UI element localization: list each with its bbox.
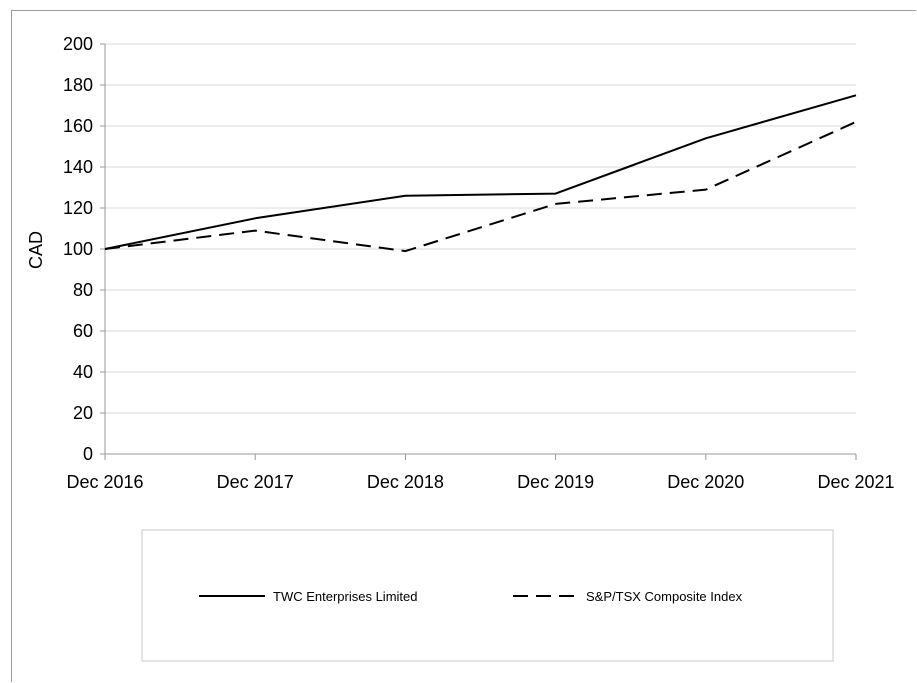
x-tick-label: Dec 2017 xyxy=(217,472,294,492)
y-tick-label: 60 xyxy=(73,321,93,341)
series-line-1 xyxy=(104,120,857,253)
legend: TWC Enterprises Limited S&P/TSX Composite… xyxy=(199,589,743,604)
x-tick-label: Dec 2019 xyxy=(517,472,594,492)
y-tick-label: 0 xyxy=(83,444,93,464)
x-tick-label: Dec 2018 xyxy=(367,472,444,492)
y-tick-label: 120 xyxy=(63,198,93,218)
chart-frame xyxy=(11,10,916,682)
y-tick-label: 180 xyxy=(63,75,93,95)
y-tick-label: 140 xyxy=(63,157,93,177)
series-lines xyxy=(104,94,857,253)
y-tick-label: 40 xyxy=(73,362,93,382)
y-tick-label: 20 xyxy=(73,403,93,423)
x-tick-label: Dec 2016 xyxy=(66,472,143,492)
x-tick-label: Dec 2021 xyxy=(817,472,894,492)
gridlines xyxy=(105,43,856,414)
series-line-0 xyxy=(104,94,857,250)
y-tick-label: 160 xyxy=(63,116,93,136)
y-tick-label: 200 xyxy=(63,34,93,54)
legend-label-0: TWC Enterprises Limited xyxy=(273,589,417,604)
x-tick-label: Dec 2020 xyxy=(667,472,744,492)
x-axis-ticks: Dec 2016 Dec 2017 Dec 2018 Dec 2019 Dec 2020… xyxy=(66,454,895,492)
y-tick-label: 80 xyxy=(73,280,93,300)
legend-label-1: S&P/TSX Composite Index xyxy=(586,589,743,604)
y-axis-ticks: 0 20 40 60 80 100 120 140 160 180 200 xyxy=(63,34,105,464)
y-axis-title: CAD xyxy=(26,231,46,269)
y-tick-label: 100 xyxy=(63,239,93,259)
